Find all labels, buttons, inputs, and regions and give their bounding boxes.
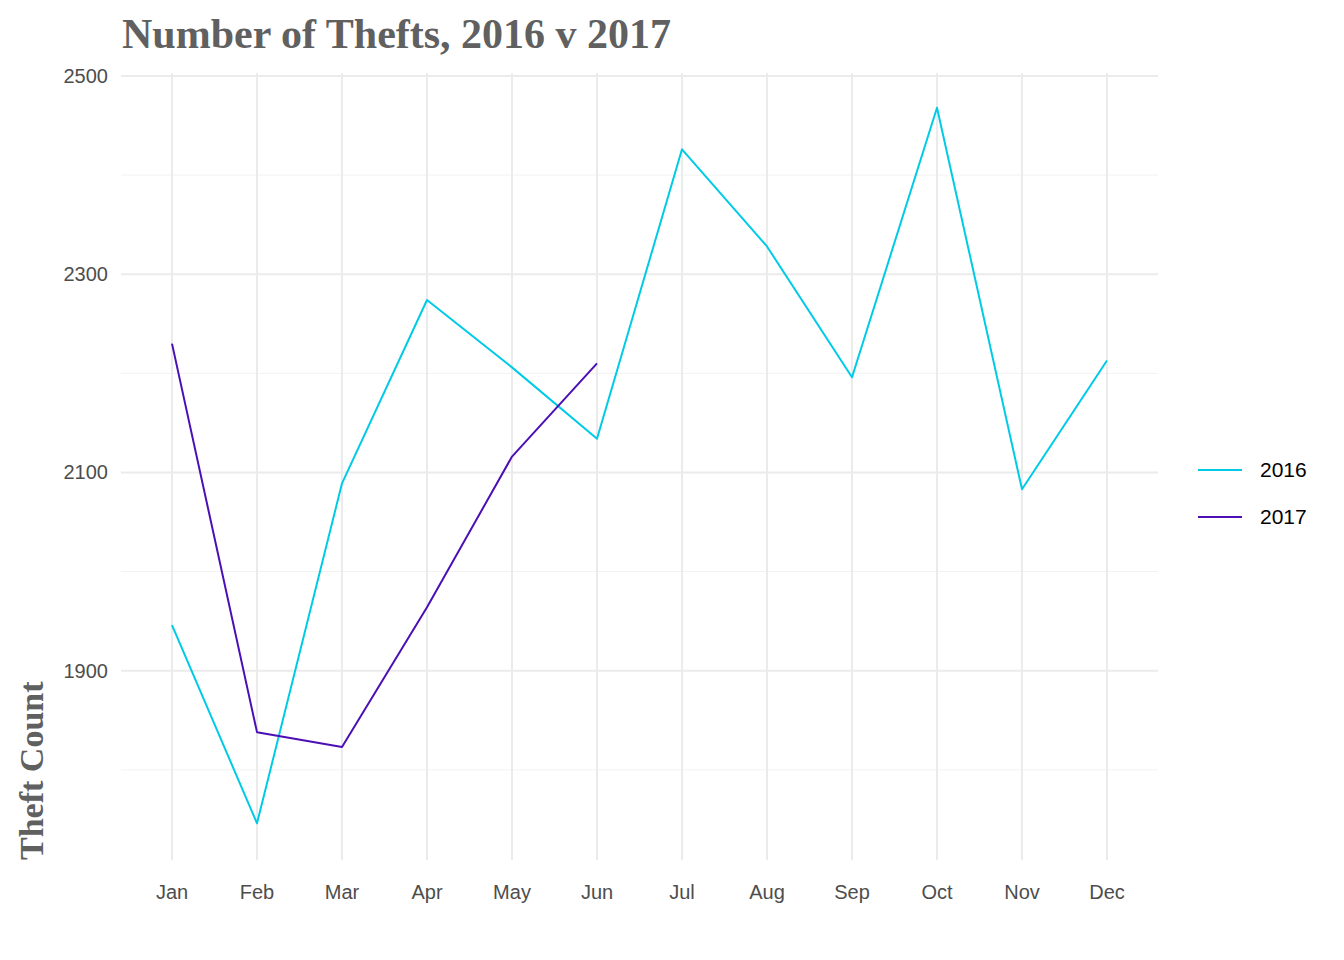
y-tick-label: 2300 bbox=[64, 263, 109, 285]
y-grid-line bbox=[121, 471, 1158, 473]
minor-grid-line bbox=[121, 175, 1158, 176]
chart-root: 1900 2100 2300 2500 Jan Feb Mar Apr May Jun Jul Aug… bbox=[0, 0, 1344, 960]
legend: 2016 2017 bbox=[1198, 458, 1307, 528]
series-line bbox=[172, 344, 597, 747]
x-tick-label: May bbox=[493, 881, 531, 903]
x-grid-line bbox=[681, 73, 683, 860]
x-grid-line bbox=[511, 73, 513, 860]
x-grid-line bbox=[851, 73, 853, 860]
y-tick-label: 1900 bbox=[64, 660, 109, 682]
y-tick-label: 2500 bbox=[64, 65, 109, 87]
lines bbox=[172, 108, 1107, 824]
x-tick-label: Apr bbox=[411, 881, 442, 903]
y-grid-line bbox=[121, 75, 1158, 77]
x-tick-label: Oct bbox=[921, 881, 953, 903]
x-grid-line bbox=[766, 73, 768, 860]
minor-grid-line bbox=[121, 571, 1158, 572]
y-grid-line bbox=[121, 273, 1158, 275]
x-tick-label: Aug bbox=[749, 881, 785, 903]
series-line bbox=[172, 108, 1107, 824]
x-tick-label: Feb bbox=[240, 881, 274, 903]
x-tick-label: Sep bbox=[834, 881, 870, 903]
x-tick-label: Jun bbox=[581, 881, 613, 903]
x-tick-label: Jan bbox=[156, 881, 188, 903]
x-grid-line bbox=[936, 73, 938, 860]
y-grid-line bbox=[121, 670, 1158, 672]
legend-label: 2017 bbox=[1260, 505, 1307, 528]
x-grid-line bbox=[341, 73, 343, 860]
minor-grid-line bbox=[121, 769, 1158, 770]
x-tick-label: Nov bbox=[1004, 881, 1040, 903]
x-grid-line bbox=[1106, 73, 1108, 860]
x-grid-line bbox=[171, 73, 173, 860]
grid bbox=[121, 73, 1158, 860]
legend-key bbox=[1198, 516, 1242, 518]
x-tick-label: Dec bbox=[1089, 881, 1125, 903]
x-tick-label: Mar bbox=[325, 881, 360, 903]
x-grid-line bbox=[256, 73, 258, 860]
legend-label: 2016 bbox=[1260, 458, 1307, 481]
x-grid-line bbox=[596, 73, 598, 860]
x-grid-line bbox=[1021, 73, 1023, 860]
x-tick-label: Jul bbox=[669, 881, 695, 903]
chart: 1900 2100 2300 2500 Jan Feb Mar Apr May Jun Jul Aug… bbox=[0, 0, 1344, 960]
chart-title: Number of Thefts, 2016 v 2017 bbox=[122, 11, 671, 57]
x-grid-line bbox=[426, 73, 428, 860]
legend-key bbox=[1198, 469, 1242, 471]
y-axis-label: Theft Count bbox=[13, 681, 50, 860]
minor-grid-line bbox=[121, 373, 1158, 374]
y-tick-label: 2100 bbox=[64, 461, 109, 483]
